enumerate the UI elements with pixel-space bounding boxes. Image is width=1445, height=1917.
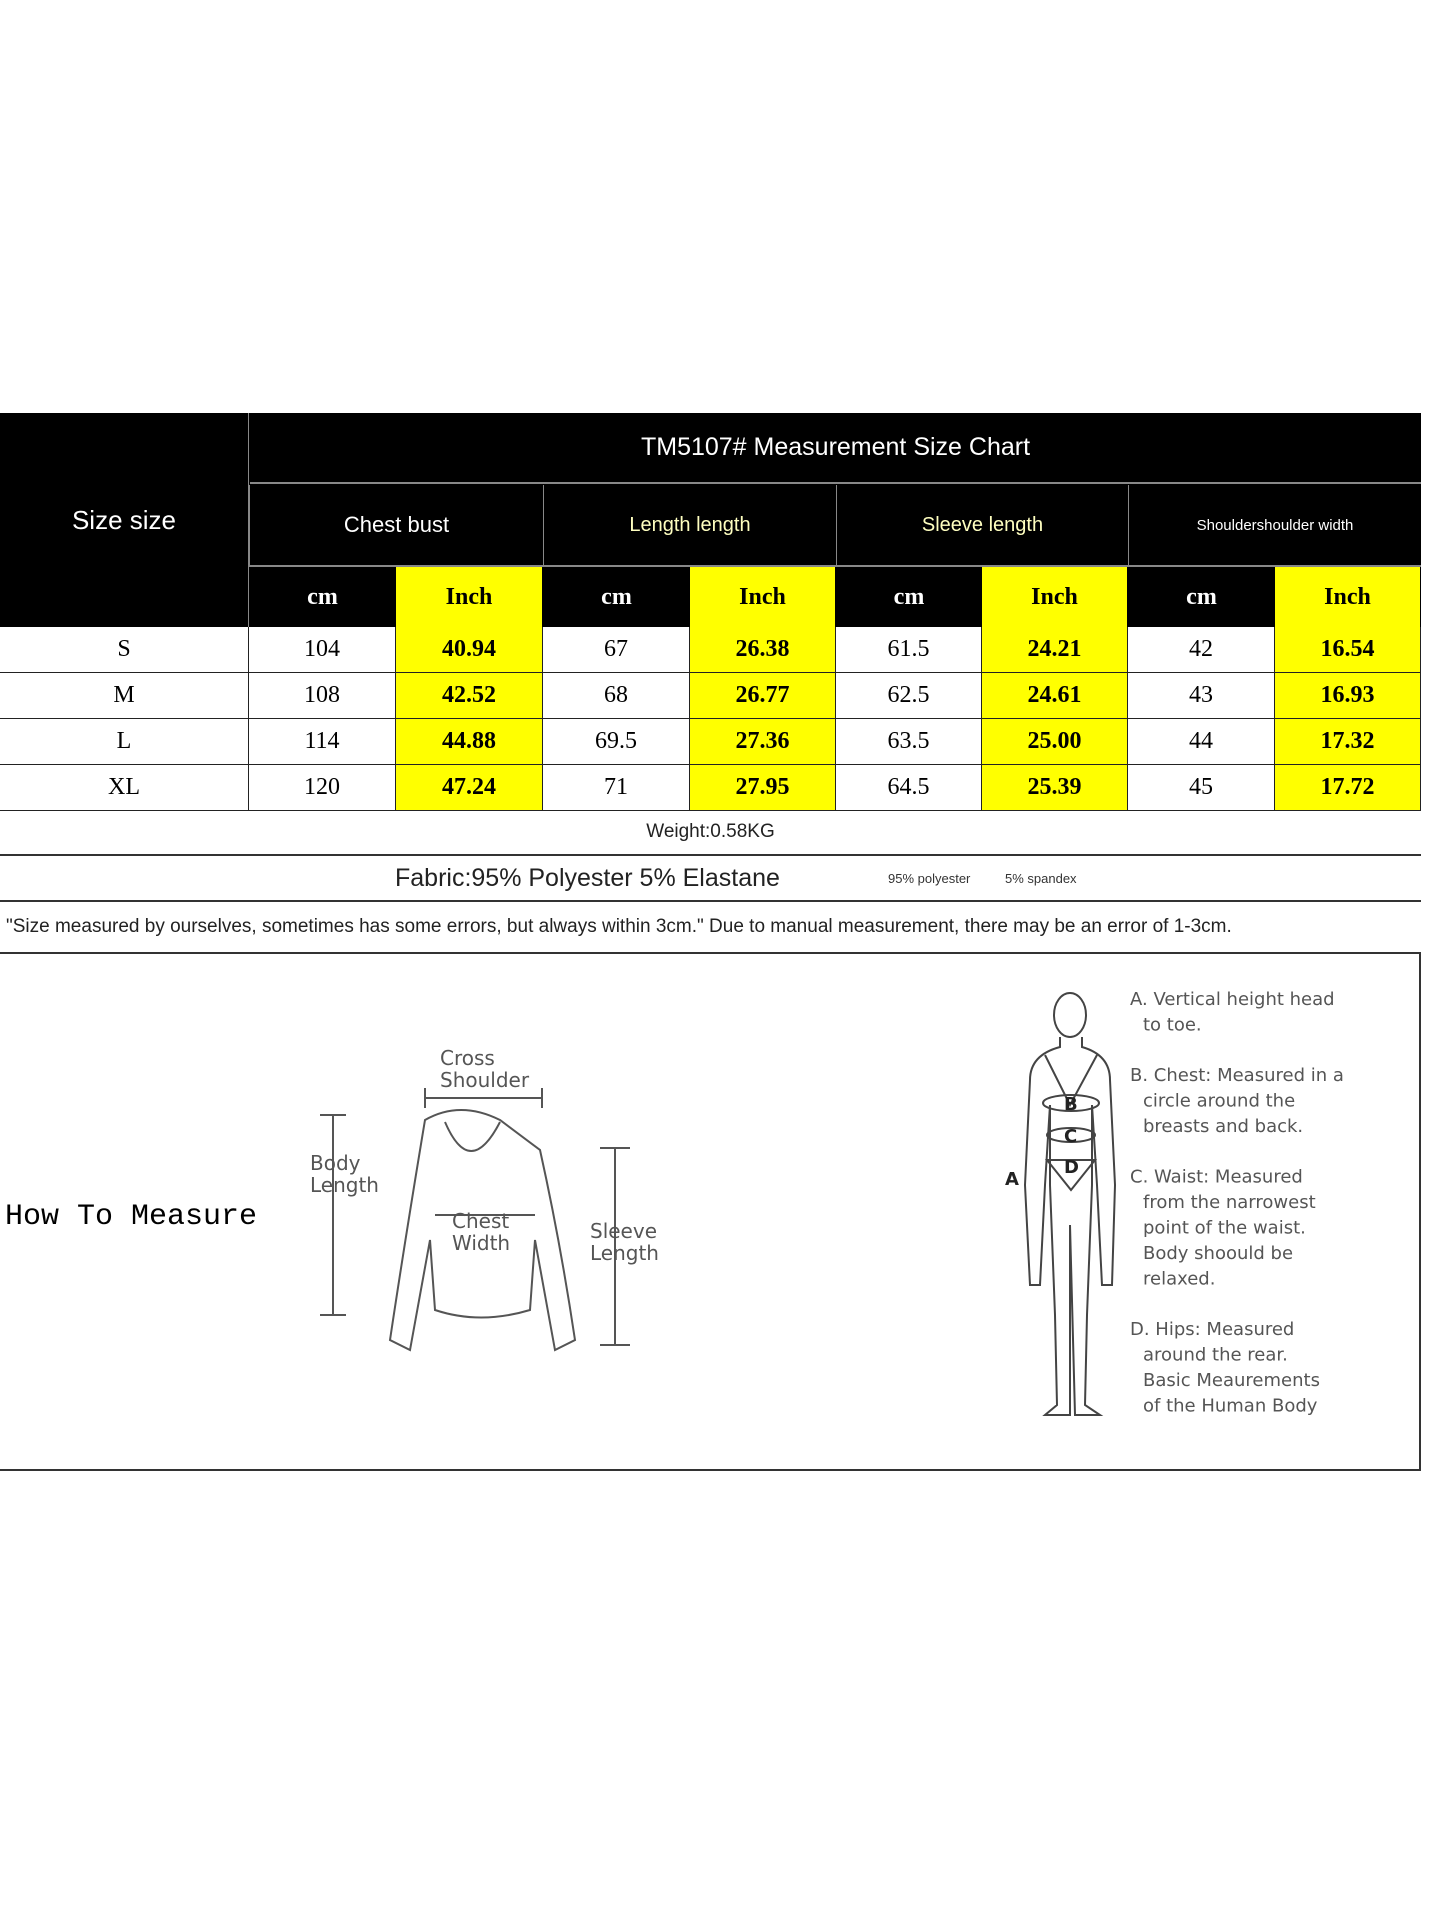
table-cell: 64.5 — [836, 765, 982, 811]
group-header: Chest bust — [249, 485, 543, 567]
svg-text:Width: Width — [452, 1231, 510, 1255]
size-cell: S — [0, 627, 249, 673]
body-note: point of the waist. — [1143, 1218, 1306, 1239]
table-cell: 16.54 — [1275, 627, 1421, 673]
body-note: relaxed. — [1143, 1269, 1215, 1290]
table-cell: 26.77 — [690, 673, 836, 719]
table-cell: 104 — [249, 627, 396, 673]
svg-text:Shoulder: Shoulder — [440, 1068, 530, 1092]
table-cell: 67 — [543, 627, 690, 673]
how-to-measure-label: How To Measure — [5, 1200, 258, 1234]
table-cell: 120 — [249, 765, 396, 811]
table-cell: 17.32 — [1275, 719, 1421, 765]
letter-c: C — [1064, 1126, 1077, 1147]
table-cell: 71 — [543, 765, 690, 811]
group-header: Sleeve length — [836, 485, 1128, 567]
sleeve-length-label: Sleeve — [590, 1219, 657, 1243]
body-note: Basic Meaurements — [1143, 1370, 1320, 1391]
body-note: A. Vertical height head — [1130, 989, 1335, 1010]
unit-header: cm — [836, 567, 982, 627]
svg-text:Length: Length — [310, 1173, 379, 1197]
letter-d: D — [1064, 1157, 1079, 1178]
table-cell: 68 — [543, 673, 690, 719]
body-note: D. Hips: Measured — [1130, 1319, 1294, 1340]
table-cell: 44 — [1128, 719, 1275, 765]
body-note: C. Waist: Measured — [1130, 1167, 1303, 1188]
table-cell: 17.72 — [1275, 765, 1421, 811]
size-cell: L — [0, 719, 249, 765]
table-cell: 43 — [1128, 673, 1275, 719]
body-note: from the narrowest — [1143, 1192, 1316, 1213]
table-cell: 44.88 — [396, 719, 543, 765]
weight: Weight:0.58KG — [0, 810, 1421, 856]
unit-header: Inch — [1275, 567, 1421, 627]
table-cell: 61.5 — [836, 627, 982, 673]
group-header: Length length — [543, 485, 836, 567]
table-cell: 25.00 — [982, 719, 1128, 765]
table-cell: 24.21 — [982, 627, 1128, 673]
table-cell: 108 — [249, 673, 396, 719]
unit-header: Inch — [982, 567, 1128, 627]
letter-b: B — [1064, 1094, 1078, 1115]
body-note: Body shoould be — [1143, 1243, 1293, 1264]
table-cell: 69.5 — [543, 719, 690, 765]
unit-header: cm — [1128, 567, 1275, 627]
table-cell: 114 — [249, 719, 396, 765]
unit-header: Inch — [690, 567, 836, 627]
table-cell: 16.93 — [1275, 673, 1421, 719]
svg-text:Length: Length — [590, 1241, 659, 1265]
body-note: of the Human Body — [1143, 1396, 1318, 1417]
body-length-label: Body — [310, 1151, 361, 1175]
table-cell: 62.5 — [836, 673, 982, 719]
table-cell: 27.36 — [690, 719, 836, 765]
table-cell: 47.24 — [396, 765, 543, 811]
garment-diagram: Cross Shoulder Body Length Chest Width S… — [310, 1046, 659, 1352]
body-note: breasts and back. — [1143, 1116, 1303, 1137]
table-cell: 45 — [1128, 765, 1275, 811]
group-header: Shouldershoulder width — [1128, 485, 1421, 567]
size-header: Size size — [0, 413, 249, 627]
size-cell: M — [0, 673, 249, 719]
table-cell: 26.38 — [690, 627, 836, 673]
body-note: B. Chest: Measured in a — [1130, 1065, 1344, 1086]
unit-header: Inch — [396, 567, 543, 627]
body-note: around the rear. — [1143, 1345, 1288, 1366]
table-cell: 27.95 — [690, 765, 836, 811]
fabric: Fabric:95% Polyester 5% Elastane — [395, 863, 780, 892]
fabric-polyester: 95% polyester — [888, 870, 971, 886]
table-cell: 63.5 — [836, 719, 982, 765]
table-cell: 25.39 — [982, 765, 1128, 811]
measurement-note: "Size measured by ourselves, sometimes h… — [0, 902, 1421, 954]
size-cell: XL — [0, 765, 249, 811]
unit-header: cm — [249, 567, 396, 627]
table-cell: 42.52 — [396, 673, 543, 719]
table-cell: 40.94 — [396, 627, 543, 673]
unit-header: cm — [543, 567, 690, 627]
body-note: to toe. — [1143, 1015, 1202, 1036]
body-note: circle around the — [1143, 1091, 1295, 1112]
table-cell: 42 — [1128, 627, 1275, 673]
chart-title: TM5107# Measurement Size Chart — [250, 413, 1421, 484]
cross-shoulder-label: Cross — [440, 1046, 495, 1070]
fabric-spandex: 5% spandex — [1005, 870, 1077, 886]
table-cell: 24.61 — [982, 673, 1128, 719]
letter-a: A — [1005, 1169, 1019, 1190]
body-diagram: B C D A A. Vertical height head to toe. B.… — [1005, 989, 1344, 1417]
chest-width-label: Chest — [452, 1209, 509, 1233]
